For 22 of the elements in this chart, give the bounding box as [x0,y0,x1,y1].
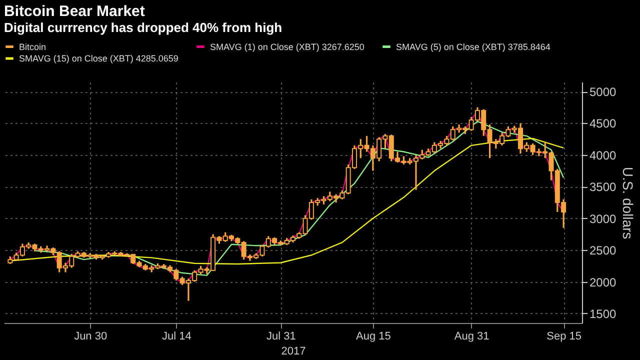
x-tick-label: Sep 15 [546,330,582,342]
x-tick-label: Jun 30 [74,330,108,342]
x-tick-label: Aug 15 [356,330,391,342]
y-tick-label: 1500 [590,306,617,321]
x-axis-title: 2017 [281,346,306,358]
x-tick-label: Jul 31 [266,330,296,342]
y-tick-label: 3000 [590,212,617,226]
y-tick-label: 2500 [590,244,617,258]
x-tick-label: Aug 31 [454,330,490,342]
y-tick-label: 4000 [590,148,617,162]
x-tick-label: Jul 14 [162,330,192,342]
legend-label: Bitcoin [19,42,46,52]
chart-subtitle: Digital currrency has dropped 40% from high [4,20,282,35]
chart-title: Bitcoin Bear Market [4,3,145,20]
y-tick-label: 3500 [590,180,617,194]
legend-label: SMAVG (1) on Close (XBT) 3267.6250 [210,42,364,52]
y-tick-label: 2000 [590,275,617,290]
y-axis-title: U.S. dollars [620,166,636,240]
y-tick-label: 4500 [590,116,617,131]
legend-label: SMAVG (15) on Close (XBT) 4285.0659 [19,54,178,64]
legend-label: SMAVG (5) on Close (XBT) 3785.8464 [396,42,550,52]
y-tick-label: 5000 [590,85,617,100]
